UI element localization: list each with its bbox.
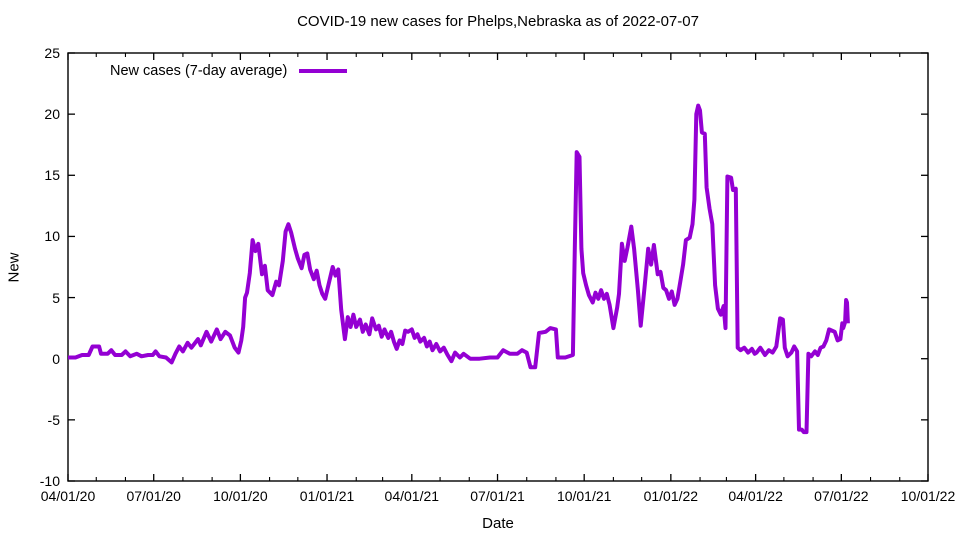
- y-tick-label: 20: [44, 106, 60, 123]
- x-tick-label: 04/01/20: [40, 488, 96, 504]
- x-tick-label: 10/01/22: [900, 488, 956, 504]
- legend: New cases (7-day average): [110, 63, 348, 79]
- y-tick-label: 10: [44, 228, 60, 245]
- y-tick-label: 5: [52, 289, 60, 306]
- y-tick-label: -10: [39, 473, 60, 489]
- x-tick-label: 07/01/21: [470, 488, 525, 504]
- x-tick-label: 04/01/22: [728, 488, 783, 504]
- chart-title: COVID-19 new cases for Phelps,Nebraska a…: [297, 13, 699, 30]
- y-tick-label: 25: [44, 45, 60, 61]
- x-tick-label: 07/01/20: [126, 488, 181, 504]
- x-tick-label: 01/01/22: [643, 488, 699, 504]
- x-tick-label: 04/01/21: [384, 488, 440, 504]
- x-tick-label: 01/01/21: [299, 488, 355, 504]
- y-tick-label: 15: [44, 167, 60, 184]
- x-tick-label: 07/01/22: [814, 488, 869, 504]
- legend-label: New cases (7-day average): [110, 63, 288, 79]
- y-tick-label: -5: [47, 411, 60, 428]
- y-tick-label: 0: [52, 350, 60, 367]
- x-tick-label: 10/01/21: [556, 488, 612, 504]
- series-line: [68, 103, 850, 435]
- legend-line-swatch: [299, 68, 348, 74]
- x-axis-title: Date: [482, 515, 514, 532]
- x-tick-label: 10/01/20: [213, 488, 268, 504]
